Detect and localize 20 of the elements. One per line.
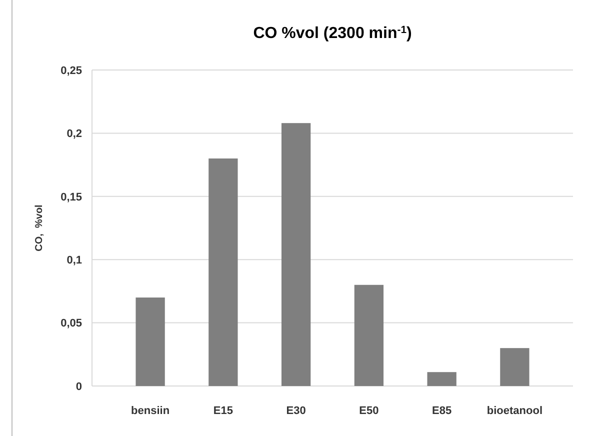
x-tick-label: E30: [286, 405, 306, 417]
chart-title: CO %vol (2300 min$^{-1}$): [253, 24, 412, 42]
bar: [500, 348, 530, 386]
y-tick-label: 0,05: [60, 318, 82, 330]
bar: [427, 372, 456, 386]
x-tick-label: E85: [432, 405, 452, 417]
y-tick-label: 0,15: [60, 191, 82, 204]
bar: [208, 158, 238, 386]
y-axis-title: CO, %vol: [34, 204, 45, 252]
bar: [136, 298, 165, 386]
bar: [354, 284, 384, 386]
x-tick-label: E50: [359, 405, 379, 417]
bar: [281, 123, 311, 386]
y-tick-label: 0,1: [66, 254, 82, 266]
y-tick-label: 0,25: [60, 64, 82, 77]
x-tick-label: E15: [213, 405, 233, 417]
y-tick-label: 0,2: [66, 128, 82, 140]
x-tick-label: bensiin: [131, 405, 170, 417]
y-tick-label: 0: [76, 380, 82, 393]
x-tick-label: bioetanool: [486, 405, 542, 417]
